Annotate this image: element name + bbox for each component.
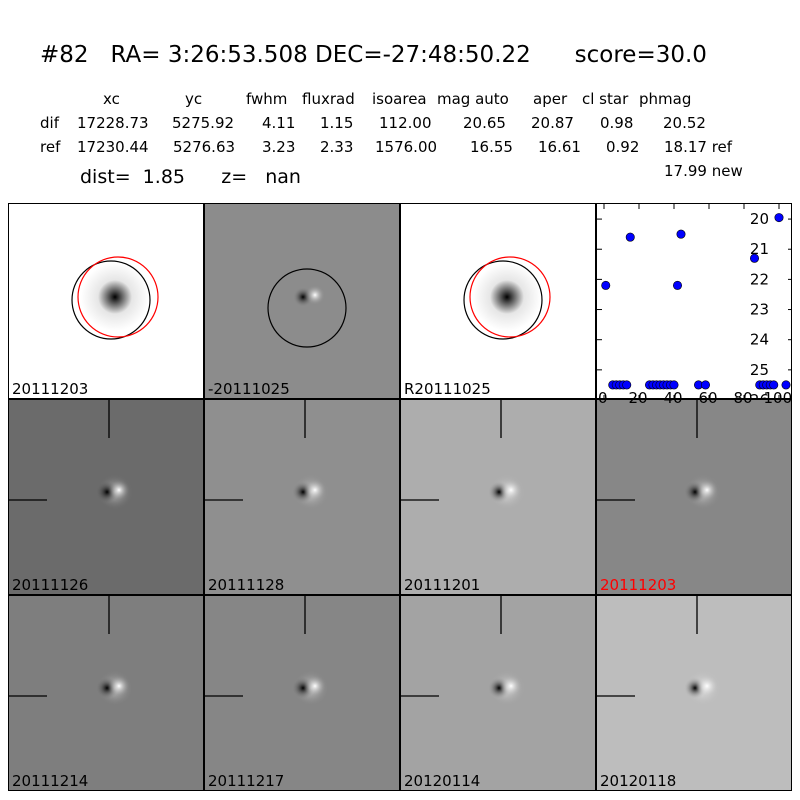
col-header-isoarea: isoarea [372,90,427,108]
lightcurve-point [676,229,686,239]
panel-label: -20111025 [208,380,290,398]
y-tick-label: 21 [750,240,769,258]
dif-aper: 20.87 [531,114,574,132]
dif-fluxrad: 1.15 [320,114,354,132]
lightcurve-point [673,280,683,290]
y-tick-label: 24 [750,331,769,349]
lightcurve-point [781,380,791,390]
diff-stamp-panel: -20111025 [204,203,400,399]
ref-stamp-panel: 20111203 [8,203,204,399]
x-tick-label: 40 [663,389,683,407]
x-tick-label: 80 [733,389,753,407]
lightcurve-point [601,280,611,290]
difference-stamp-image [205,596,399,790]
panel-label: R20111025 [404,380,491,398]
epoch-stamp-panel: 20111128 [204,399,400,595]
lightcurve-point [750,253,760,263]
ref-fluxrad: 2.33 [320,138,354,156]
ref-aperture-circle [469,256,551,338]
col-header-yc: yc [185,90,203,108]
difference-stamp-image [205,400,399,594]
lightcurve-plot: 20 21 22 23 24 25 26 [597,204,791,399]
dif-isoarea: 112.00 [379,114,432,132]
new-mag-readout: 17.99 new [664,162,743,180]
candidate-title: #82 RA= 3:26:53.508 DEC=-27:48:50.22 sco… [40,42,707,68]
x-tick-label: 60 [698,389,718,407]
panel-label: 20111214 [12,772,89,790]
dif-mag-auto: 20.65 [463,114,506,132]
dif-phmag: 20.52 [663,114,706,132]
dif-xc: 17228.73 [77,114,149,132]
row-label-ref: ref [40,138,61,156]
difference-stamp-image [401,400,595,594]
epoch-stamp-panel: 20120114 [400,595,596,791]
dif-aperture-circle [463,260,543,340]
x-tick-label: 0 [598,389,608,407]
lightcurve-point [669,380,679,390]
lightcurve-point [774,213,784,223]
stamp-grid: 20111203 -20111025 R20111025 20 21 22 23 24 [8,203,794,793]
y-tick-label: 22 [750,270,769,288]
col-header-aper: aper [533,90,568,108]
dif-yc: 5275.92 [172,114,235,132]
row-label-dif: dif [40,114,59,132]
lightcurve-point [625,232,635,242]
ref-template-panel: R20111025 [400,203,596,399]
epoch-stamp-panel: 20111214 [8,595,204,791]
x-tick-label: 100 [763,389,793,407]
epoch-stamp-panel: 20111201 [400,399,596,595]
ref-xc: 17230.44 [77,138,149,156]
difference-stamp-image [401,596,595,790]
panel-label: 20120118 [600,772,677,790]
difference-stamp-image [597,400,791,594]
ref-phmag: 18.17 ref [664,138,733,156]
col-header-cl-star: cl star [582,90,629,108]
ref-yc: 5276.63 [173,138,236,156]
ref-aperture-circle [77,256,159,338]
panel-label: 20111201 [404,576,481,594]
diff-stamp-image [205,204,399,398]
col-header-fluxrad: fluxrad [302,90,355,108]
ref-aper: 16.61 [538,138,581,156]
epoch-stamp-panel: 20111126 [8,399,204,595]
panel-label: 20111203 [12,380,89,398]
col-header-fwhm: fwhm [246,90,288,108]
difference-stamp-image [9,400,203,594]
panel-label: 20120114 [404,772,481,790]
ref-isoarea: 1576.00 [375,138,438,156]
x-tick-label: 20 [628,389,648,407]
panel-label-highlight: 20111203 [600,576,677,594]
panel-label: 20111217 [208,772,285,790]
col-header-xc: xc [103,90,120,108]
ref-stamp-image [9,204,203,398]
lightcurve-point [701,380,711,390]
y-tick-label: 20 [750,210,769,228]
epoch-stamp-panel: 20111217 [204,595,400,791]
panel-label: 20111128 [208,576,285,594]
lightcurve-point [769,380,779,390]
epoch-stamp-panel: 20120118 [596,595,792,791]
y-tick-label: 26 [750,391,769,399]
y-tick-label: 23 [750,301,769,319]
dif-cl-star: 0.98 [600,114,634,132]
difference-stamp-image [9,596,203,790]
dif-aperture-circle [71,260,151,340]
panel-label: 20111126 [12,576,89,594]
ref-template-image [401,204,595,398]
ref-fwhm: 3.23 [262,138,296,156]
dist-z-readout: dist= 1.85 z= nan [80,166,301,188]
ref-cl-star: 0.92 [606,138,640,156]
lightcurve-point [622,380,632,390]
dif-aperture-circle [267,268,347,348]
dif-fwhm: 4.11 [262,114,296,132]
col-header-mag-auto: mag auto [437,90,509,108]
epoch-stamp-panel-current: 20111203 [596,399,792,595]
ref-mag-auto: 16.55 [470,138,513,156]
lightcurve-panel: 20 21 22 23 24 25 26 [596,203,792,399]
y-tick-label: 25 [750,361,769,379]
col-header-phmag: phmag [639,90,692,108]
difference-stamp-image [597,596,791,790]
